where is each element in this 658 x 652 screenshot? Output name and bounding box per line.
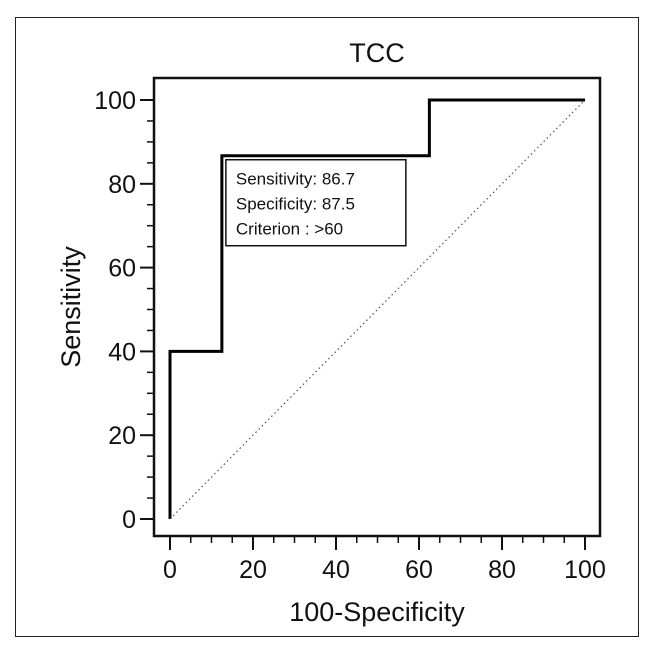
y-axis: 0 20 40 60 80 100: [94, 87, 154, 534]
y-tick-label: 80: [108, 171, 136, 199]
y-tick-label: 60: [108, 255, 136, 283]
x-axis-title: 100-Specificity: [289, 597, 465, 627]
x-tick-label: 60: [405, 556, 433, 584]
series-layer: [168, 98, 586, 520]
x-tick-label: 80: [488, 556, 516, 584]
annotation-sensitivity: Sensitivity: 86.7: [236, 170, 355, 189]
x-tick-label: 40: [322, 556, 350, 584]
annotation-box: [225, 158, 407, 247]
roc-curve-line: [168, 98, 585, 519]
x-axis: 0 20 40 60 80 100: [163, 536, 606, 584]
chart-title: TCC: [349, 38, 405, 68]
y-tick-label: 100: [94, 87, 136, 115]
annotation-criterion: Criterion : >60: [236, 220, 343, 239]
y-tick-label: 0: [122, 506, 136, 534]
reference-diagonal-line: [169, 99, 586, 520]
criterion-annotation: Sensitivity: 86.7 Specificity: 87.5 Crit…: [225, 158, 407, 247]
y-tick-label: 40: [108, 338, 136, 366]
x-tick-label: 100: [564, 556, 606, 584]
y-axis-title: Sensitivity: [56, 246, 86, 368]
x-tick-label: 0: [163, 556, 177, 584]
annotation-specificity: Specificity: 87.5: [236, 195, 355, 214]
figure-frame: [15, 17, 639, 637]
x-tick-label: 20: [239, 556, 267, 584]
y-tick-label: 20: [108, 422, 136, 450]
